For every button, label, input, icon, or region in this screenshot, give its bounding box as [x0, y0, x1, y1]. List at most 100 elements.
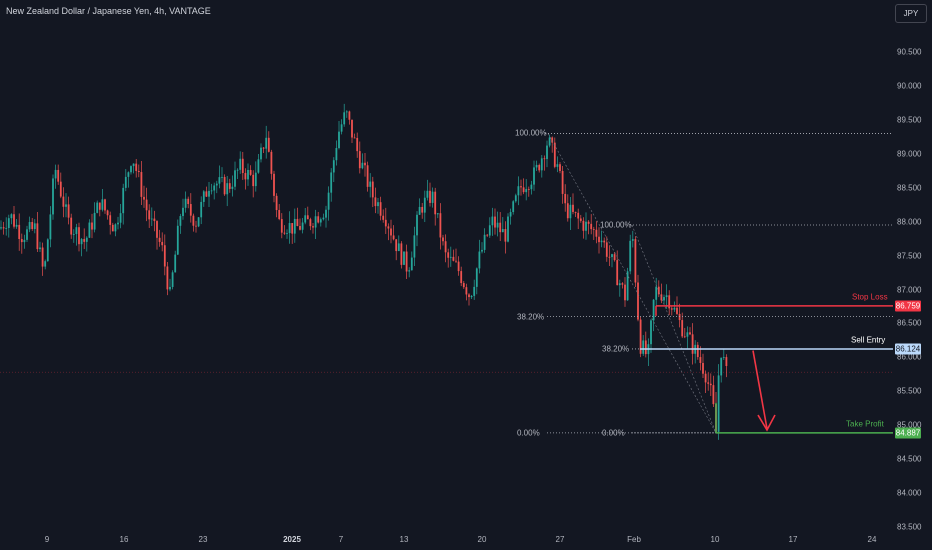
candle-body	[260, 147, 262, 160]
x-tick-label: 13	[399, 535, 409, 544]
candle-body	[332, 160, 335, 173]
candle-body	[176, 225, 179, 255]
candle-body	[314, 216, 317, 228]
candle-body	[80, 239, 83, 245]
candle-body	[587, 221, 590, 224]
candle-body	[548, 137, 551, 146]
candle-body	[699, 357, 702, 363]
fib-level-label: 100.00%	[600, 220, 632, 230]
candle-body	[704, 373, 707, 383]
candle-body	[686, 332, 689, 337]
candle-body	[93, 212, 96, 230]
candle-body	[249, 169, 252, 175]
fib-level-label: 100.00%	[515, 128, 547, 138]
candle-body	[202, 191, 205, 202]
candle-body	[468, 294, 470, 298]
stop-loss-price-tag: 86.759	[895, 300, 921, 312]
candle-body	[569, 204, 572, 219]
candle-body	[275, 195, 278, 211]
candle-body	[626, 271, 629, 301]
candle-body	[652, 299, 655, 321]
candle-body	[457, 261, 460, 272]
candle-body	[111, 224, 114, 232]
candle-body	[707, 382, 710, 384]
candle-body	[57, 169, 60, 182]
candle-body	[273, 173, 275, 196]
candle-body	[257, 159, 260, 173]
candle-body	[59, 181, 62, 197]
candle-body	[296, 218, 299, 227]
candle-body	[616, 260, 619, 286]
candle-body	[369, 181, 372, 187]
candle-body	[712, 385, 715, 405]
candle-body	[717, 375, 720, 432]
x-tick-label: 9	[44, 535, 50, 544]
candle-body	[236, 169, 239, 171]
candle-body	[475, 268, 478, 287]
candle-body	[720, 357, 723, 376]
candle-body	[504, 229, 507, 242]
candle-body	[208, 190, 210, 197]
candle-body	[655, 286, 658, 300]
candle-body	[400, 243, 403, 265]
candle-body	[618, 283, 621, 286]
candle-body	[410, 257, 413, 271]
candle-body	[496, 222, 499, 228]
candle-body	[15, 224, 18, 227]
sell-entry-label: Sell Entry	[851, 335, 886, 345]
candle-body	[2, 227, 5, 229]
candle-body	[452, 256, 455, 261]
candle-body	[0, 227, 2, 229]
candle-body	[340, 124, 343, 132]
candle-body	[7, 218, 10, 229]
candle-body	[213, 185, 216, 191]
y-tick-label: 90.500	[897, 47, 922, 57]
currency-button[interactable]: JPY	[895, 4, 927, 23]
x-tick-label: 2025	[283, 535, 301, 544]
candle-body	[403, 251, 405, 265]
x-tick-label: 17	[788, 535, 798, 544]
candle-body	[325, 209, 327, 218]
candle-body	[304, 215, 307, 223]
x-tick-label: 24	[867, 535, 877, 544]
candle-body	[595, 229, 598, 237]
candle-body	[442, 237, 444, 242]
candle-body	[673, 307, 676, 310]
candle-body	[538, 164, 541, 171]
candle-body	[522, 187, 525, 193]
candle-body	[722, 357, 725, 358]
candle-body	[252, 174, 255, 187]
candle-body	[291, 223, 294, 234]
fib-level-label: 38.20%	[517, 312, 545, 322]
x-tick-label: 10	[710, 535, 720, 544]
candle-body	[566, 203, 569, 219]
candle-body	[611, 254, 613, 258]
candle-body	[650, 320, 652, 345]
candle-body	[543, 158, 546, 160]
candle-body	[13, 214, 15, 227]
candle-body	[10, 214, 13, 219]
candle-body	[598, 236, 600, 243]
candle-body	[590, 223, 593, 230]
candle-body	[241, 158, 244, 174]
candle-body	[670, 308, 673, 310]
candle-body	[41, 247, 44, 267]
candle-body	[470, 295, 473, 298]
candle-body	[390, 228, 392, 236]
candle-body	[228, 183, 231, 189]
take-profit-price-tag: 84.887	[895, 427, 921, 439]
candle-body	[353, 137, 356, 139]
candle-body	[223, 176, 226, 195]
candle-body	[527, 189, 530, 190]
fib-level-label: 38.20%	[602, 344, 630, 354]
candle-body	[49, 214, 52, 240]
candle-body	[460, 271, 463, 284]
candle-body	[629, 240, 632, 272]
candle-body	[109, 215, 112, 225]
candle-body	[153, 218, 156, 222]
candle-body	[416, 214, 418, 236]
candle-body	[98, 202, 101, 210]
candle-body	[169, 286, 171, 290]
candle-body	[351, 119, 353, 138]
